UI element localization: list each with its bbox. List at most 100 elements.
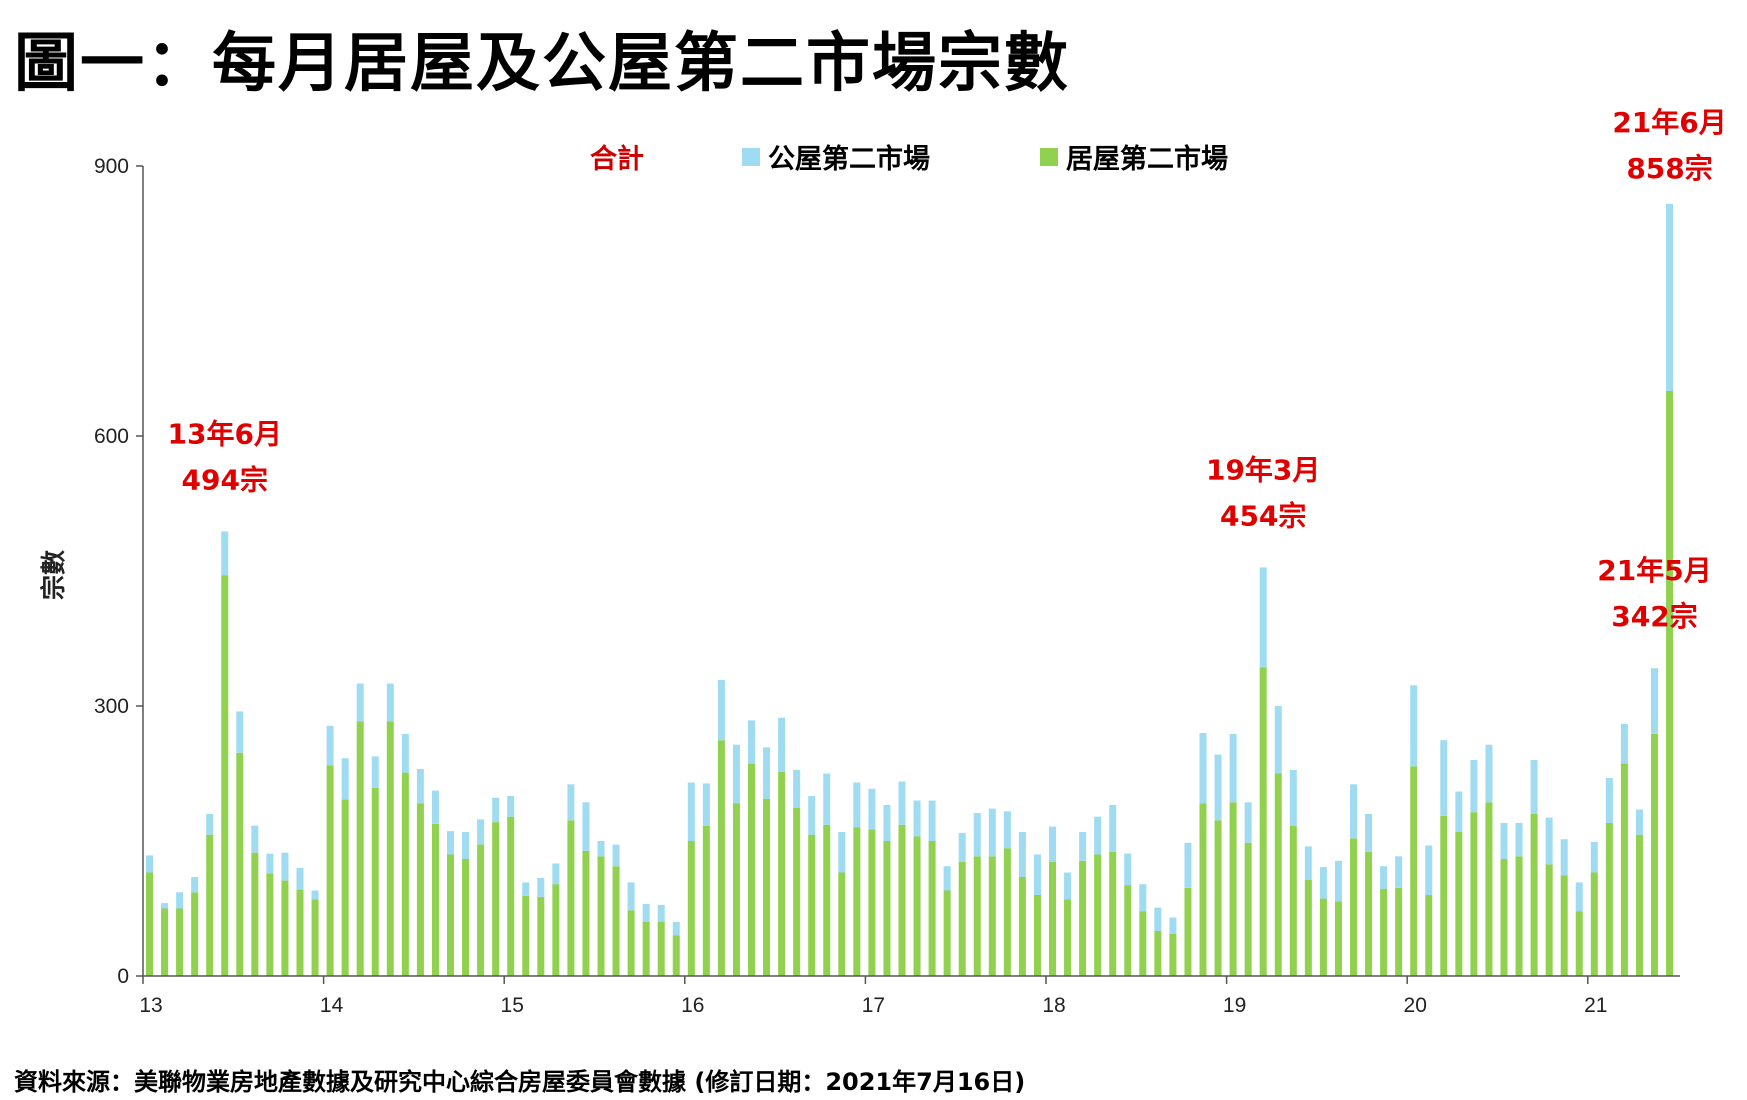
bar-public	[1605, 778, 1613, 823]
bar-public	[191, 877, 199, 893]
bar-hos	[356, 721, 364, 976]
bar-hos	[1049, 861, 1056, 976]
bar-public	[1590, 841, 1598, 873]
source-note: 資料來源：美聯物業房地產數據及研究中心綜合房屋委員會數據 (修訂日期：2021年…	[14, 1068, 1026, 1096]
bar-public	[1018, 832, 1026, 877]
bar-hos	[823, 824, 831, 976]
bar-public	[1365, 814, 1373, 852]
bar-hos	[672, 935, 680, 976]
bar-hos	[311, 899, 319, 976]
bar-hos	[1033, 895, 1041, 976]
bar-hos	[913, 836, 921, 976]
bar-hos	[522, 895, 530, 976]
x-tick-label: 13	[139, 994, 162, 1017]
bar-hos	[793, 807, 801, 976]
bar-public	[672, 922, 680, 936]
bar-public	[221, 531, 229, 576]
bar-public	[1380, 866, 1388, 889]
annotation-count: 494宗	[182, 463, 268, 496]
bar-public	[793, 769, 801, 808]
bar-public	[266, 853, 274, 874]
bar-hos	[973, 856, 981, 976]
x-tick-label: 19	[1223, 994, 1246, 1017]
bar-hos	[492, 822, 500, 976]
bar-hos	[176, 908, 184, 976]
bar-public	[1485, 744, 1493, 803]
annotations-layer: 13年6月 494宗 19年3月 454宗 21年5月 342宗 21年6月 858宗	[168, 106, 1727, 633]
bar-public	[522, 882, 530, 896]
bar-hos	[1319, 898, 1327, 976]
bar-hos	[266, 873, 274, 976]
bar-hos	[191, 892, 199, 976]
bar-public	[1530, 760, 1538, 814]
bar-hos	[838, 872, 846, 976]
bar-public	[1064, 872, 1072, 900]
bar-hos	[1334, 901, 1342, 976]
bar-public	[462, 832, 470, 859]
bar-public	[973, 813, 981, 857]
bar-public	[823, 773, 831, 825]
bar-hos	[1350, 838, 1357, 976]
bar-public	[1635, 809, 1643, 835]
bar-public	[1229, 733, 1237, 803]
bar-hos	[853, 827, 861, 976]
bar-hos	[537, 896, 545, 976]
y-tick-label: 600	[94, 425, 129, 448]
x-tick-label: 15	[501, 994, 524, 1017]
bar-public	[477, 819, 485, 845]
bar-hos	[341, 799, 349, 976]
annotation-date: 21年5月	[1597, 554, 1711, 587]
bar-public	[431, 790, 439, 824]
bar-hos	[1395, 887, 1403, 976]
annotation-date: 21年6月	[1612, 106, 1726, 139]
annotation-count: 342宗	[1611, 600, 1697, 633]
bar-hos	[1214, 820, 1222, 976]
bar-hos	[612, 866, 620, 976]
bar-public	[778, 717, 786, 772]
bar-hos	[988, 856, 996, 976]
y-tick-label: 0	[117, 965, 129, 988]
axes-layer: 0 300 600 900 13 14 15 16 17 18 19 20 21 宗數	[39, 155, 1680, 1017]
bar-hos	[251, 852, 259, 976]
bar-public	[492, 797, 500, 823]
bar-public	[1124, 853, 1132, 886]
bar-hos	[657, 922, 665, 976]
bar-hos	[1365, 851, 1373, 976]
bar-public	[1620, 724, 1628, 764]
bar-public	[1395, 856, 1403, 888]
bar-hos	[1590, 872, 1598, 976]
bar-public	[1109, 805, 1117, 852]
bar-hos	[326, 765, 334, 976]
bar-hos	[702, 825, 710, 976]
bar-hos	[1289, 825, 1297, 976]
bar-hos	[1274, 773, 1282, 976]
bar-hos	[748, 763, 755, 976]
bar-hos	[416, 803, 424, 976]
bar-public	[447, 831, 454, 855]
bar-hos	[1605, 823, 1613, 976]
bar-public	[642, 904, 650, 922]
bar-public	[1184, 842, 1192, 888]
bar-public	[883, 805, 891, 841]
bar-hos	[1635, 834, 1643, 976]
x-tick-label: 20	[1404, 994, 1427, 1017]
legend: 合計 公屋第二市場 居屋第二市場	[590, 143, 1228, 175]
bar-public	[1244, 802, 1252, 843]
bar-public	[567, 784, 575, 821]
bar-public	[371, 756, 379, 788]
bar-hos	[597, 856, 605, 976]
bar-public	[1440, 740, 1448, 816]
bar-hos	[552, 884, 560, 976]
bar-public	[1094, 816, 1102, 855]
y-tick-label: 300	[94, 695, 129, 718]
bar-public	[1575, 882, 1583, 912]
bar-hos	[1455, 832, 1463, 976]
x-tick-label: 17	[862, 994, 885, 1017]
bar-hos	[868, 829, 876, 976]
bar-hos	[401, 772, 409, 976]
bar-hos	[898, 824, 906, 976]
y-tick-label: 900	[94, 155, 129, 178]
bar-public	[913, 800, 921, 837]
bar-hos	[1515, 856, 1523, 976]
bar-hos	[1575, 911, 1583, 976]
